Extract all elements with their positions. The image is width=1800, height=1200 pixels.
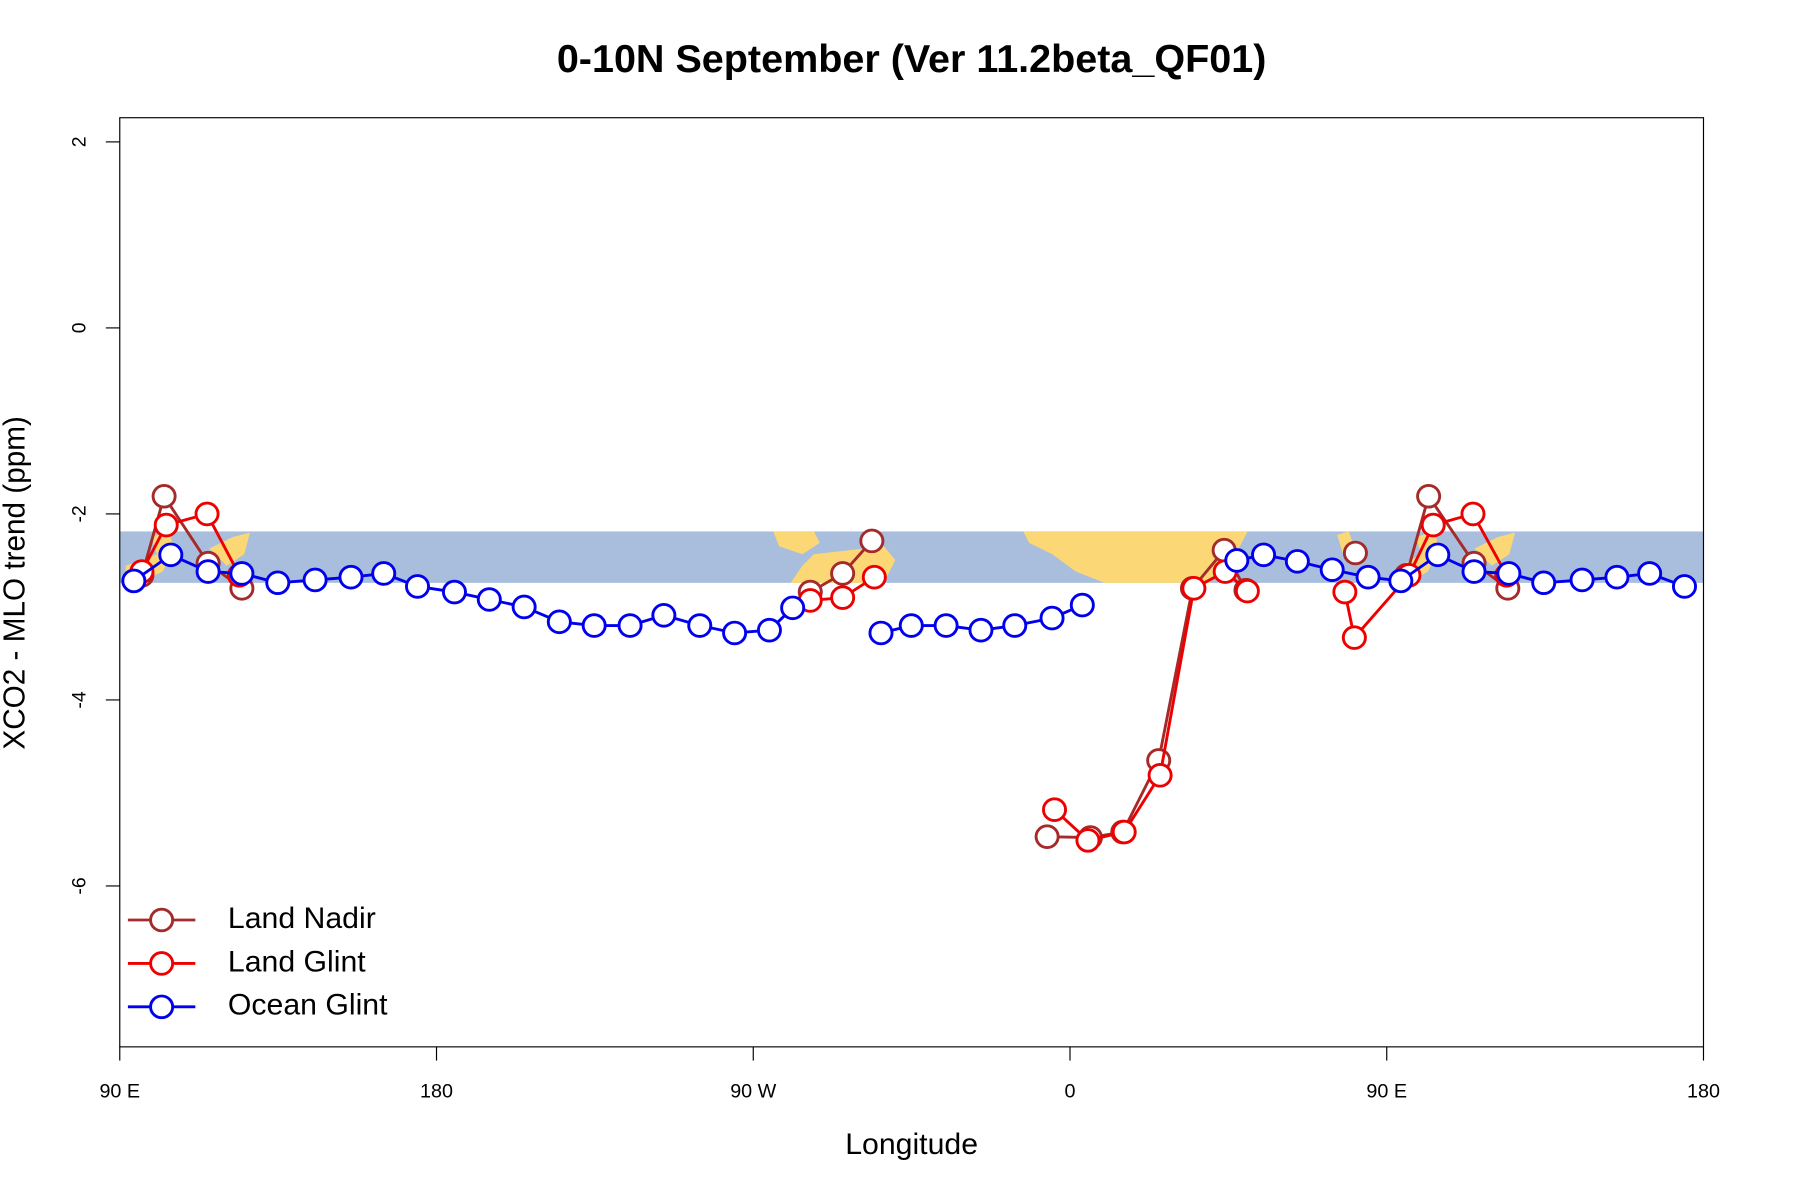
point bbox=[756, 617, 782, 643]
y-tick-label: 2 bbox=[68, 136, 90, 147]
plot-frame bbox=[119, 117, 1705, 1048]
point bbox=[1042, 797, 1068, 822]
point bbox=[302, 567, 328, 593]
point bbox=[1002, 613, 1028, 638]
point bbox=[338, 564, 364, 590]
point bbox=[1637, 561, 1663, 586]
point bbox=[1332, 579, 1358, 605]
x-tick-label: 180 bbox=[420, 1081, 453, 1103]
point bbox=[859, 528, 885, 554]
point bbox=[511, 594, 537, 620]
x-tick-label: 90 W bbox=[730, 1081, 777, 1103]
point bbox=[651, 603, 677, 628]
land-africa bbox=[1023, 531, 1248, 583]
point bbox=[1234, 578, 1260, 604]
point bbox=[1355, 564, 1381, 590]
point bbox=[722, 620, 748, 646]
point bbox=[830, 585, 856, 610]
point bbox=[968, 617, 994, 643]
x-tick-label: 180 bbox=[1687, 1081, 1720, 1103]
point bbox=[195, 559, 221, 584]
point bbox=[121, 568, 147, 594]
point bbox=[933, 613, 959, 638]
point bbox=[1420, 512, 1446, 538]
point bbox=[1342, 540, 1368, 566]
x-tick-label: 90 E bbox=[1366, 1081, 1407, 1103]
legend-label: Land Nadir bbox=[228, 902, 376, 935]
point bbox=[617, 613, 643, 638]
point bbox=[371, 561, 397, 586]
point bbox=[151, 483, 177, 509]
point bbox=[194, 501, 220, 527]
legend-marker bbox=[149, 907, 175, 933]
legend-marker bbox=[149, 951, 175, 976]
point bbox=[1604, 564, 1630, 590]
point bbox=[476, 587, 502, 612]
land-central-america bbox=[773, 531, 820, 555]
x-tick-label: 90 E bbox=[99, 1081, 140, 1103]
point bbox=[1425, 542, 1451, 568]
point bbox=[1284, 549, 1310, 574]
y-tick-label: -6 bbox=[68, 877, 90, 894]
point bbox=[1181, 576, 1207, 601]
point bbox=[546, 609, 572, 635]
point bbox=[1069, 592, 1095, 618]
point bbox=[1569, 567, 1595, 593]
point bbox=[1416, 483, 1442, 509]
point bbox=[830, 561, 856, 586]
point bbox=[153, 512, 179, 538]
point bbox=[229, 561, 255, 586]
point bbox=[1460, 501, 1486, 527]
y-tick-label: -2 bbox=[68, 505, 90, 522]
plot-layer: 2 0 -2 -4 -6 90 E 180 90 W 0 90 E 180 Land Nadir Lan… bbox=[68, 136, 1720, 1102]
point bbox=[1319, 557, 1345, 583]
legend-marker bbox=[149, 994, 175, 1020]
point bbox=[1461, 559, 1487, 584]
point bbox=[868, 620, 894, 646]
point bbox=[687, 613, 713, 638]
legend-label: Ocean Glint bbox=[228, 989, 388, 1022]
point bbox=[1147, 762, 1173, 788]
point bbox=[1251, 542, 1277, 568]
y-tick-label: 0 bbox=[68, 322, 90, 333]
point bbox=[1111, 819, 1137, 845]
x-tick-label: 0 bbox=[1065, 1081, 1076, 1103]
point bbox=[861, 564, 887, 590]
y-tick-label: -4 bbox=[68, 691, 90, 708]
land-islands bbox=[209, 532, 250, 566]
point bbox=[1075, 828, 1101, 853]
point bbox=[1034, 824, 1060, 849]
point bbox=[441, 579, 467, 605]
point bbox=[1531, 570, 1557, 596]
point bbox=[780, 595, 806, 621]
point bbox=[1341, 625, 1367, 650]
point bbox=[898, 613, 924, 638]
point bbox=[1224, 548, 1250, 573]
legend-label: Land Glint bbox=[228, 946, 366, 979]
y-axis-label: XCO2 - MLO trend (ppm) bbox=[0, 416, 31, 749]
point bbox=[405, 574, 431, 599]
chart-title: 0-10N September (Ver 11.2beta_QF01) bbox=[557, 38, 1267, 81]
point bbox=[265, 570, 291, 596]
point bbox=[581, 613, 607, 638]
point bbox=[158, 542, 184, 568]
point bbox=[1671, 574, 1697, 599]
point bbox=[1496, 561, 1522, 586]
x-axis-label: Longitude bbox=[845, 1128, 978, 1161]
point bbox=[1039, 605, 1065, 631]
point bbox=[1388, 568, 1414, 594]
